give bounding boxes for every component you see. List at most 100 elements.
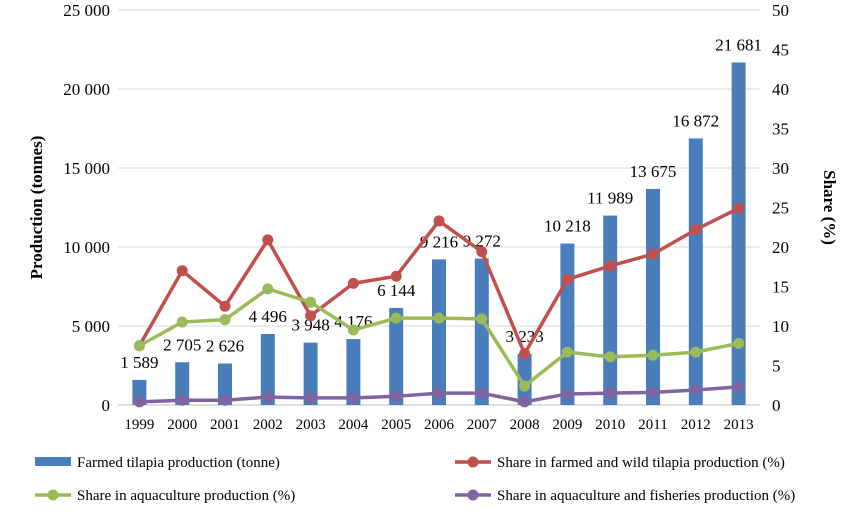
data-point: [690, 224, 702, 236]
bar: [560, 243, 575, 405]
legend-marker: [467, 489, 479, 501]
data-label: 21 681: [715, 35, 762, 54]
data-point: [476, 387, 488, 399]
y2-tick-label: 30: [772, 159, 789, 178]
data-point: [647, 386, 659, 398]
data-point: [733, 202, 745, 214]
data-point: [433, 312, 445, 324]
x-tick-label: 2008: [510, 417, 540, 433]
data-point: [433, 215, 445, 227]
y2-tick-label: 40: [772, 80, 789, 99]
legend-swatch: [35, 457, 71, 466]
y2-axis-label: Share (%): [820, 170, 839, 245]
data-label: 2 626: [206, 337, 244, 356]
bar: [432, 259, 446, 405]
bar: [260, 333, 275, 405]
legend-label: Share in aquaculture and fisheries produ…: [497, 488, 795, 504]
legend-marker: [47, 489, 59, 501]
data-point: [433, 387, 445, 399]
y-tick-label: 5 000: [72, 317, 110, 336]
data-label: 13 675: [630, 162, 677, 181]
x-tick-label: 2007: [467, 417, 498, 433]
data-label: 6 144: [377, 281, 416, 300]
data-point: [133, 340, 145, 352]
x-tick-label: 2001: [210, 417, 240, 433]
x-tick-label: 2012: [681, 417, 711, 433]
x-tick-label: 2004: [338, 417, 369, 433]
data-point: [262, 391, 274, 403]
data-point: [519, 348, 531, 360]
data-point: [476, 246, 488, 258]
data-label: 3 948: [291, 316, 329, 335]
data-point: [390, 390, 402, 402]
data-point: [219, 300, 231, 312]
bar: [175, 362, 190, 405]
bar: [303, 342, 318, 405]
x-tick-label: 2000: [167, 417, 197, 433]
bar: [731, 62, 746, 406]
y2-tick-label: 45: [772, 41, 789, 60]
x-tick-label: 2002: [253, 417, 283, 433]
data-point: [647, 248, 659, 260]
y2-tick-label: 5: [772, 357, 781, 376]
data-point: [561, 346, 573, 358]
y2-tick-label: 35: [772, 120, 789, 139]
legend-label: Farmed tilapia production (tonne): [77, 455, 280, 471]
x-tick-label: 2006: [424, 417, 455, 433]
bar: [603, 215, 618, 405]
data-point: [519, 396, 531, 408]
data-label: 9 216: [420, 232, 458, 251]
data-point: [733, 381, 745, 393]
data-point: [604, 387, 616, 399]
data-point: [476, 313, 488, 325]
bar: [346, 339, 361, 405]
x-tick-label: 2003: [296, 417, 326, 433]
data-point: [262, 283, 274, 295]
data-point: [561, 273, 573, 285]
bar: [389, 307, 404, 405]
x-tick-label: 1999: [124, 417, 154, 433]
data-point: [690, 384, 702, 396]
y2-tick-label: 0: [772, 396, 781, 415]
data-point: [305, 392, 317, 404]
bar: [646, 188, 660, 405]
data-point: [176, 316, 188, 328]
data-point: [390, 270, 402, 282]
data-point: [219, 314, 231, 326]
y2-tick-label: 20: [772, 238, 789, 257]
bar: [218, 363, 232, 405]
x-tick-label: 2010: [595, 417, 625, 433]
y-tick-label: 20 000: [63, 80, 110, 99]
data-point: [604, 351, 616, 363]
y-tick-label: 0: [102, 396, 111, 415]
y2-tick-label: 15: [772, 278, 789, 297]
data-label: 16 872: [672, 111, 719, 130]
x-tick-label: 2005: [381, 417, 411, 433]
data-point: [647, 349, 659, 361]
data-label: 2 705: [163, 335, 201, 354]
y-tick-label: 10 000: [63, 238, 110, 257]
legend-label: Share in farmed and wild tilapia product…: [497, 455, 785, 471]
legend-label: Share in aquaculture production (%): [77, 488, 295, 504]
data-point: [305, 310, 317, 322]
y2-tick-label: 50: [772, 1, 789, 20]
bar: [517, 353, 532, 405]
y-axis-label: Production (tonnes): [27, 136, 46, 280]
data-point: [262, 234, 274, 246]
data-point: [219, 394, 231, 406]
y-tick-label: 25 000: [63, 1, 110, 20]
data-point: [176, 394, 188, 406]
legend-marker: [467, 456, 479, 468]
data-point: [690, 346, 702, 358]
x-tick-label: 2011: [638, 417, 667, 433]
y2-tick-label: 10: [772, 317, 789, 336]
data-point: [347, 392, 359, 404]
data-point: [176, 265, 188, 277]
data-point: [604, 260, 616, 272]
bar: [474, 258, 489, 405]
data-point: [561, 388, 573, 400]
data-point: [390, 312, 402, 324]
data-point: [133, 396, 145, 408]
